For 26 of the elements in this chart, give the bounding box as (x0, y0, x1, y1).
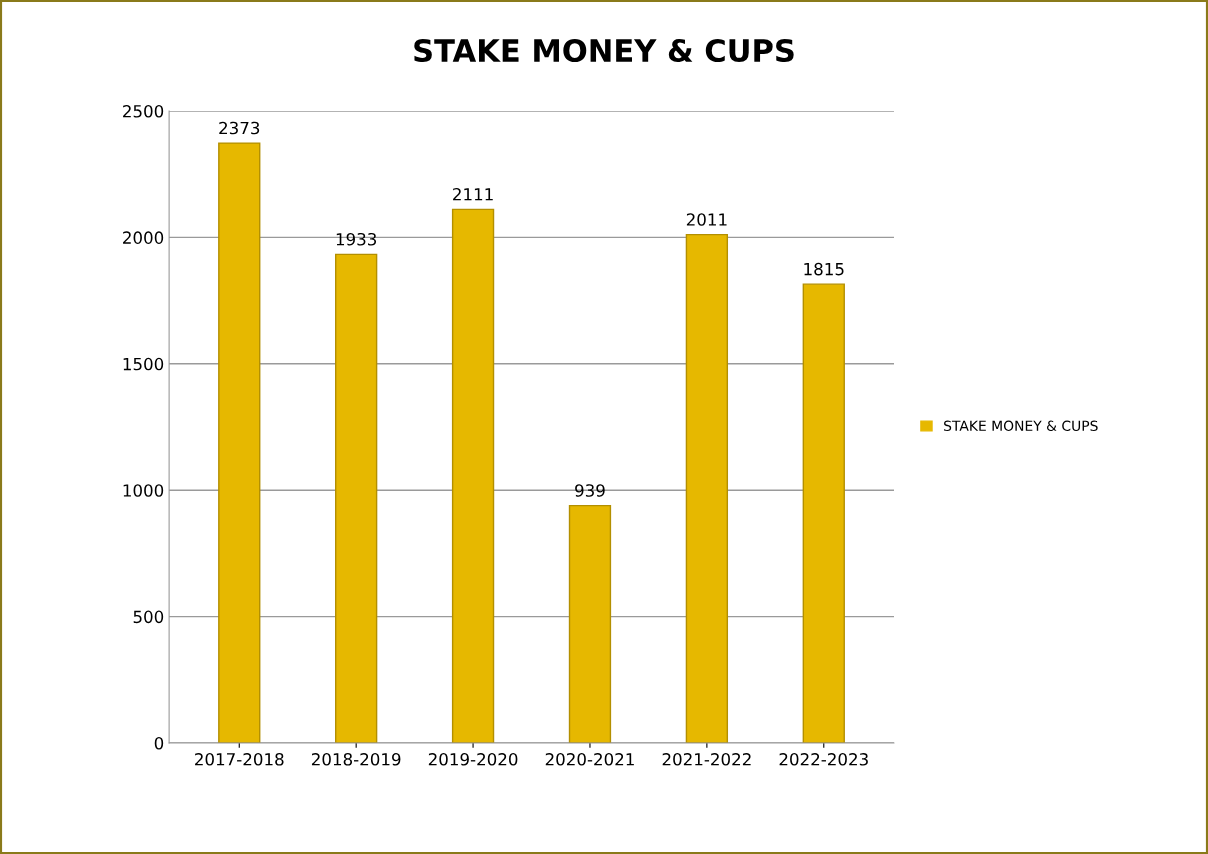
data-label: 2011 (686, 213, 727, 226)
y-tick-label: 1000 (123, 484, 164, 497)
bar (451, 208, 495, 743)
bar (685, 233, 729, 743)
x-tick-label: 2017-2018 (195, 753, 284, 766)
bar (218, 142, 261, 743)
x-tick-label: 2020-2021 (545, 753, 634, 766)
x-tick-label: 2018-2019 (311, 753, 401, 766)
data-label: 2373 (219, 121, 260, 135)
x-tick-label: 2021-2022 (662, 753, 751, 766)
y-tick-label: 500 (133, 610, 164, 624)
data-label: 1933 (336, 232, 377, 246)
data-label: 939 (575, 484, 605, 497)
y-tick-label: 2500 (123, 104, 164, 118)
y-tick-label: 0 (154, 736, 164, 750)
x-tick-label: 2019-2020 (428, 753, 518, 766)
bar (802, 283, 845, 743)
bar (335, 253, 378, 743)
legend-label: STAKE MONEY & CUPS (944, 420, 1098, 432)
data-label: 1815 (804, 262, 844, 276)
bar (568, 504, 612, 743)
y-tick-label: 1500 (123, 357, 164, 371)
data-label: 2111 (453, 187, 493, 201)
chart-title: STAKE MONEY & CUPS (414, 38, 794, 63)
x-tick-label: 2022-2023 (779, 753, 868, 766)
y-tick-label: 2000 (123, 231, 164, 244)
